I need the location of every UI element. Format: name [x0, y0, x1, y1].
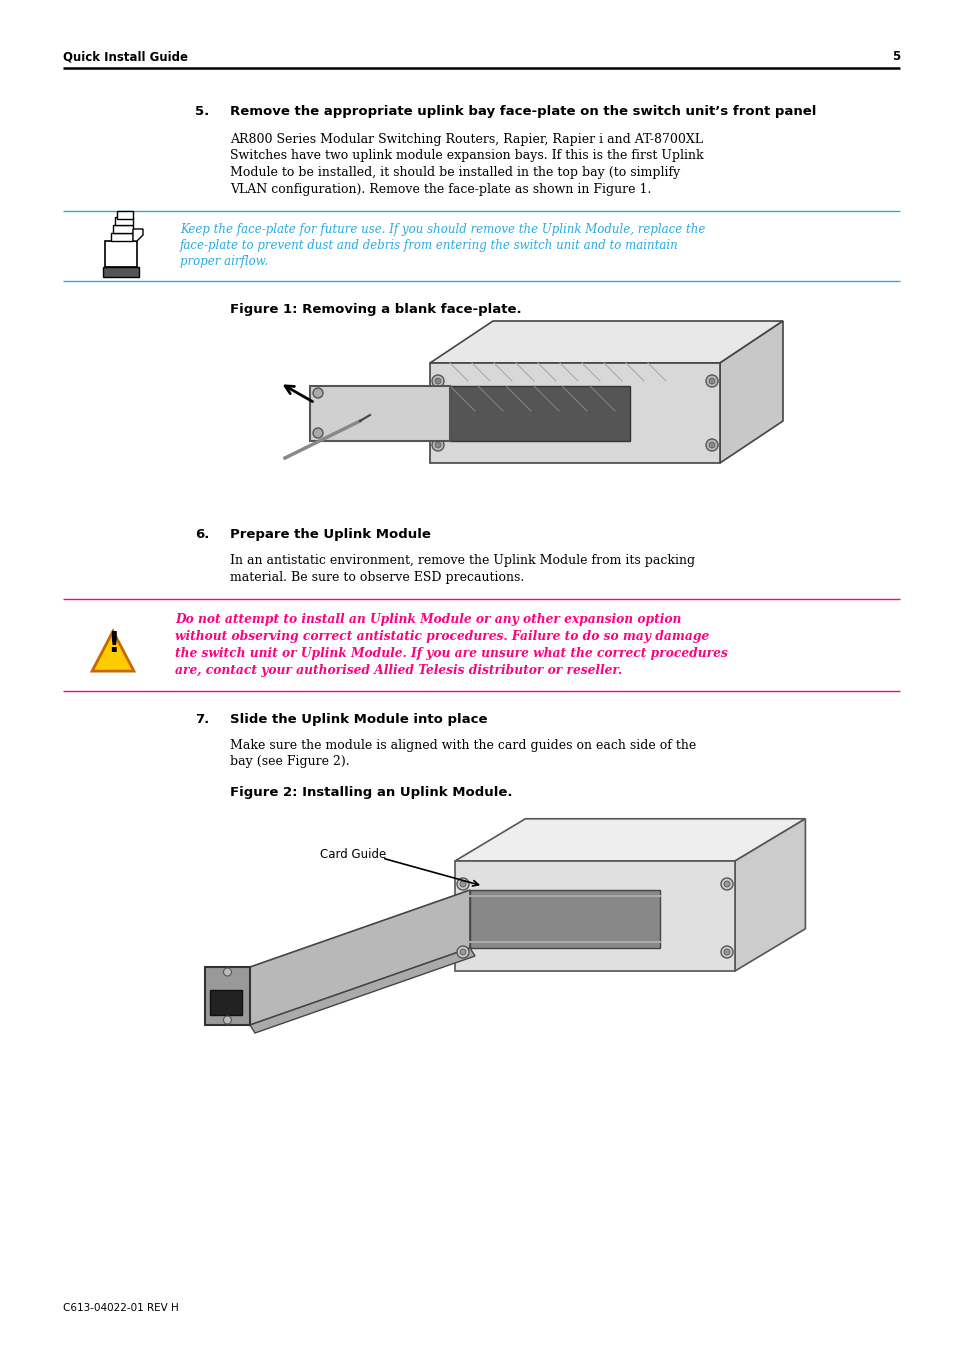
Polygon shape: [103, 267, 139, 277]
Polygon shape: [111, 232, 132, 240]
Text: ▮▮: ▮▮: [222, 996, 230, 1004]
Polygon shape: [115, 218, 132, 226]
Circle shape: [456, 946, 469, 958]
Text: bay (see Figure 2).: bay (see Figure 2).: [230, 755, 349, 769]
Text: Make sure the module is aligned with the card guides on each side of the: Make sure the module is aligned with the…: [230, 739, 696, 753]
Circle shape: [313, 388, 323, 399]
Text: Switches have two uplink module expansion bays. If this is the first Uplink: Switches have two uplink module expansio…: [230, 150, 703, 162]
Polygon shape: [112, 226, 132, 232]
Circle shape: [435, 442, 440, 449]
Text: AR800 Series Modular Switching Routers, Rapier, Rapier i and AT-8700XL: AR800 Series Modular Switching Routers, …: [230, 132, 702, 146]
Polygon shape: [455, 861, 734, 971]
Text: without observing correct antistatic procedures. Failure to do so may damage: without observing correct antistatic pro…: [174, 630, 708, 643]
Circle shape: [720, 878, 732, 890]
Bar: [450, 386, 629, 440]
Text: 5.: 5.: [194, 105, 209, 118]
Circle shape: [708, 378, 714, 384]
Circle shape: [459, 948, 465, 955]
Circle shape: [723, 881, 729, 888]
Text: are, contact your authorised Allied Telesis distributor or reseller.: are, contact your authorised Allied Tele…: [174, 663, 621, 677]
Text: C613-04022-01 REV H: C613-04022-01 REV H: [63, 1302, 178, 1313]
Circle shape: [456, 878, 469, 890]
Circle shape: [223, 969, 232, 975]
Polygon shape: [430, 363, 720, 463]
Text: 7.: 7.: [194, 713, 209, 725]
Text: face-plate to prevent dust and debris from entering the switch unit and to maint: face-plate to prevent dust and debris fr…: [180, 239, 678, 253]
Circle shape: [432, 439, 443, 451]
Text: Figure 2: Installing an Uplink Module.: Figure 2: Installing an Uplink Module.: [230, 786, 512, 798]
Polygon shape: [250, 948, 475, 1034]
Text: proper airflow.: proper airflow.: [180, 255, 268, 267]
Polygon shape: [132, 230, 143, 240]
Circle shape: [313, 428, 323, 438]
Polygon shape: [117, 211, 132, 219]
Text: Card Guide: Card Guide: [319, 847, 386, 861]
Polygon shape: [734, 819, 804, 971]
Text: Remove the appropriate uplink bay face-plate on the switch unit’s front panel: Remove the appropriate uplink bay face-p…: [230, 105, 816, 118]
Circle shape: [223, 1016, 232, 1024]
Circle shape: [459, 881, 465, 888]
Polygon shape: [455, 819, 804, 861]
Circle shape: [723, 948, 729, 955]
Polygon shape: [430, 322, 782, 363]
Polygon shape: [105, 240, 137, 267]
Circle shape: [432, 376, 443, 386]
Circle shape: [720, 946, 732, 958]
Circle shape: [708, 442, 714, 449]
Text: Quick Install Guide: Quick Install Guide: [63, 50, 188, 63]
Text: Prepare the Uplink Module: Prepare the Uplink Module: [230, 528, 431, 540]
Circle shape: [435, 378, 440, 384]
Text: Module to be installed, it should be installed in the top bay (to simplify: Module to be installed, it should be ins…: [230, 166, 679, 178]
Text: Do not attempt to install an Uplink Module or any other expansion option: Do not attempt to install an Uplink Modu…: [174, 613, 680, 626]
Polygon shape: [205, 967, 250, 1025]
Polygon shape: [92, 631, 133, 671]
Polygon shape: [250, 890, 470, 1025]
Circle shape: [705, 439, 718, 451]
Text: In an antistatic environment, remove the Uplink Module from its packing: In an antistatic environment, remove the…: [230, 554, 695, 567]
Bar: [210, 990, 242, 1015]
Polygon shape: [720, 322, 782, 463]
Text: Figure 1: Removing a blank face-plate.: Figure 1: Removing a blank face-plate.: [230, 303, 521, 316]
Text: the switch unit or Uplink Module. If you are unsure what the correct procedures: the switch unit or Uplink Module. If you…: [174, 647, 727, 661]
Polygon shape: [310, 386, 450, 440]
Text: !: !: [107, 630, 119, 658]
Text: 6.: 6.: [194, 528, 209, 540]
Text: 5: 5: [891, 50, 899, 63]
Bar: [470, 890, 659, 948]
Text: material. Be sure to observe ESD precautions.: material. Be sure to observe ESD precaut…: [230, 570, 524, 584]
Text: Keep the face-plate for future use. If you should remove the Uplink Module, repl: Keep the face-plate for future use. If y…: [180, 223, 704, 236]
Circle shape: [705, 376, 718, 386]
Text: VLAN configuration). Remove the face-plate as shown in Figure 1.: VLAN configuration). Remove the face-pla…: [230, 182, 651, 196]
Text: Slide the Uplink Module into place: Slide the Uplink Module into place: [230, 713, 487, 725]
